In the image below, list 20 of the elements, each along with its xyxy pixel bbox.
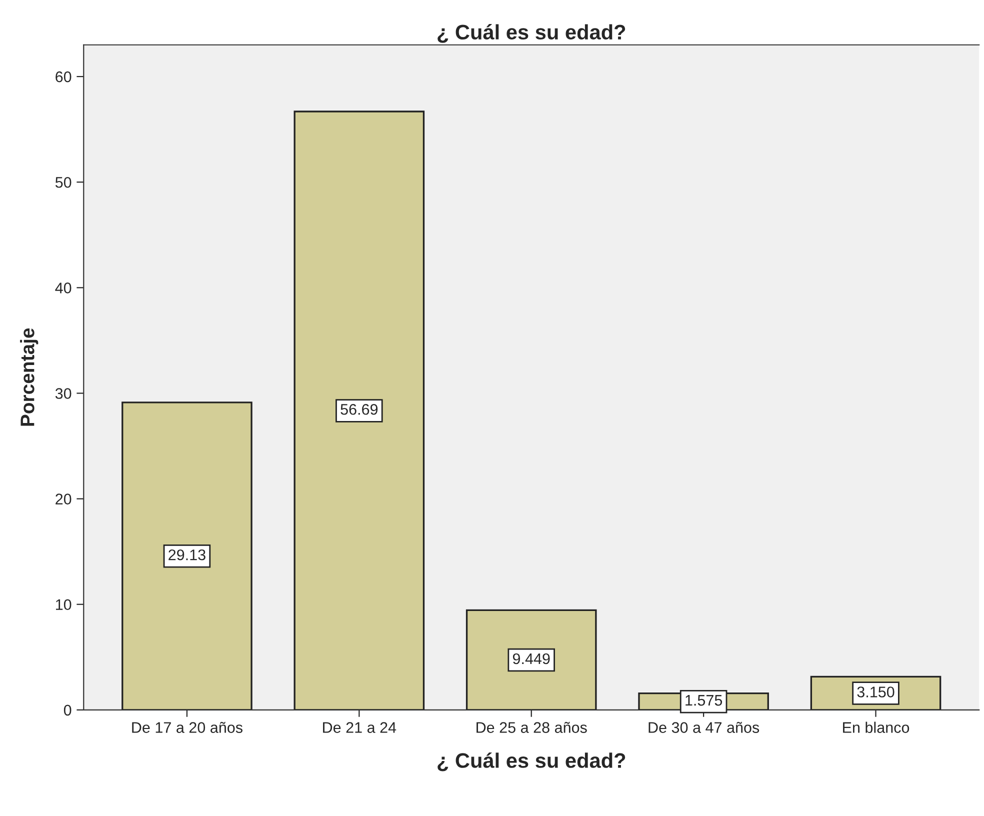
- y-tick-label: 0: [64, 704, 72, 716]
- y-tick-label: 20: [56, 494, 72, 504]
- y-tick-label: 10: [56, 599, 72, 610]
- data-label: 1.575: [686, 695, 722, 706]
- chart-title: ¿ Cuál es su edad?: [438, 24, 626, 43]
- x-axis-title: ¿ Cuál es su edad?: [438, 752, 626, 772]
- y-tick-label: 40: [55, 282, 72, 294]
- y-tick-label: 30: [55, 388, 72, 399]
- data-label: 3.150: [857, 686, 894, 698]
- data-label: 9.449: [512, 653, 550, 664]
- data-label: 29.13: [168, 549, 206, 560]
- x-tick-label: De 30 a 47 años: [648, 722, 760, 733]
- y-tick-label: 50: [55, 176, 72, 188]
- x-tick-label: En blanco: [843, 722, 910, 733]
- x-tick-label: De 21 a 24: [323, 722, 396, 733]
- x-tick-label: De 25 a 28 años: [476, 722, 587, 733]
- x-tick-label: De 17 a 20 años: [132, 722, 242, 733]
- y-axis-title: Porcentaje: [20, 328, 38, 426]
- data-label: 56.69: [340, 404, 378, 415]
- y-tick-label: 60: [56, 71, 72, 82]
